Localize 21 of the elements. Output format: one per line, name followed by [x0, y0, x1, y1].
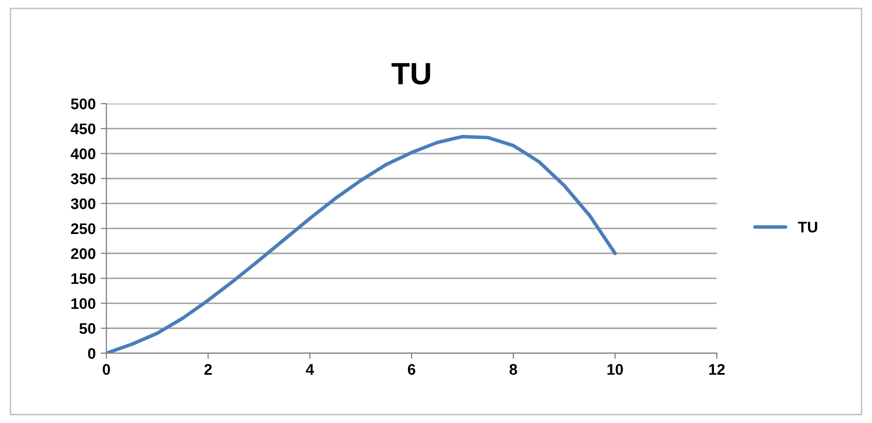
- y-tick-label: 100: [71, 298, 96, 309]
- y-tick-label: 250: [71, 223, 96, 234]
- y-tick-label: 450: [70, 123, 96, 134]
- y-tick-label: 150: [71, 273, 96, 284]
- x-tick-label: 12: [709, 364, 725, 375]
- y-tick-label: 400: [70, 148, 96, 160]
- y-tick-label: 350: [70, 173, 96, 184]
- x-tick-label: 6: [408, 364, 416, 375]
- y-tick-label: 50: [79, 323, 96, 334]
- line-series: [106, 134, 617, 354]
- x-tick-label: 8: [510, 364, 518, 375]
- y-tick-label: 200: [71, 248, 96, 260]
- x-tick-label: 10: [608, 364, 623, 375]
- y-tick-label: 500: [70, 98, 96, 110]
- legend-label: TU: [798, 222, 818, 233]
- chart-title: TU: [392, 63, 430, 84]
- x-tick-label: 4: [306, 364, 314, 375]
- x-tick-label: 2: [204, 364, 212, 375]
- y-tick-label: 0: [88, 348, 96, 359]
- x-tick-label: 0: [102, 364, 110, 375]
- y-tick-label: 300: [70, 198, 96, 210]
